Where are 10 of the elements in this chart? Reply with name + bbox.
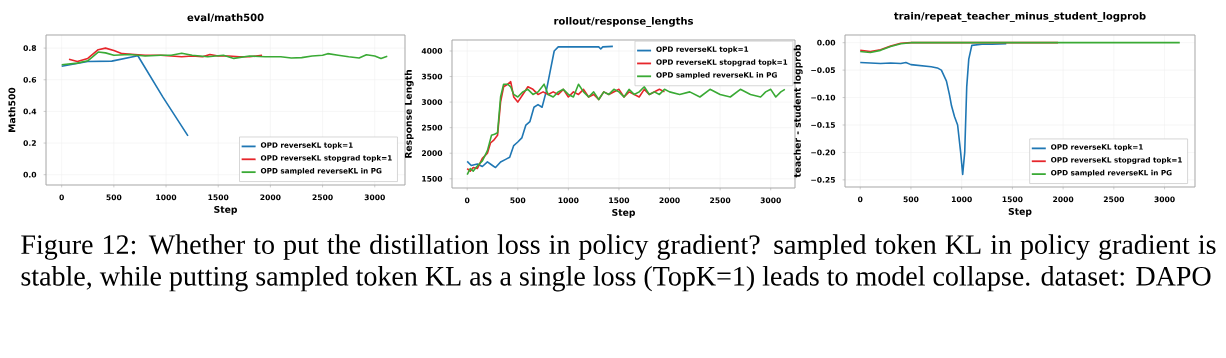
x-axis-title: Step <box>612 208 636 218</box>
chart-title: train/repeat_teacher_minus_student_logprob <box>894 11 1146 22</box>
caption: Figure 12: Whether to put the distillation loss in policy gradient? sampled token KL in policy gradient is stable, while putting sampled token KL as a single loss (TopK=1) leads to model collapse. dataset: DAPO <box>21 234 1216 292</box>
x-axis-title: Step <box>1008 207 1032 217</box>
y-axis-title: Response Length <box>404 70 414 158</box>
y-axis-title: teacher - student logprob <box>793 44 803 178</box>
y-axis-title: Math500 <box>8 87 16 132</box>
chart-title: eval/math500 <box>187 13 264 22</box>
x-axis-title: Step <box>214 205 238 215</box>
chart-title: rollout/response_lengths <box>554 16 694 27</box>
